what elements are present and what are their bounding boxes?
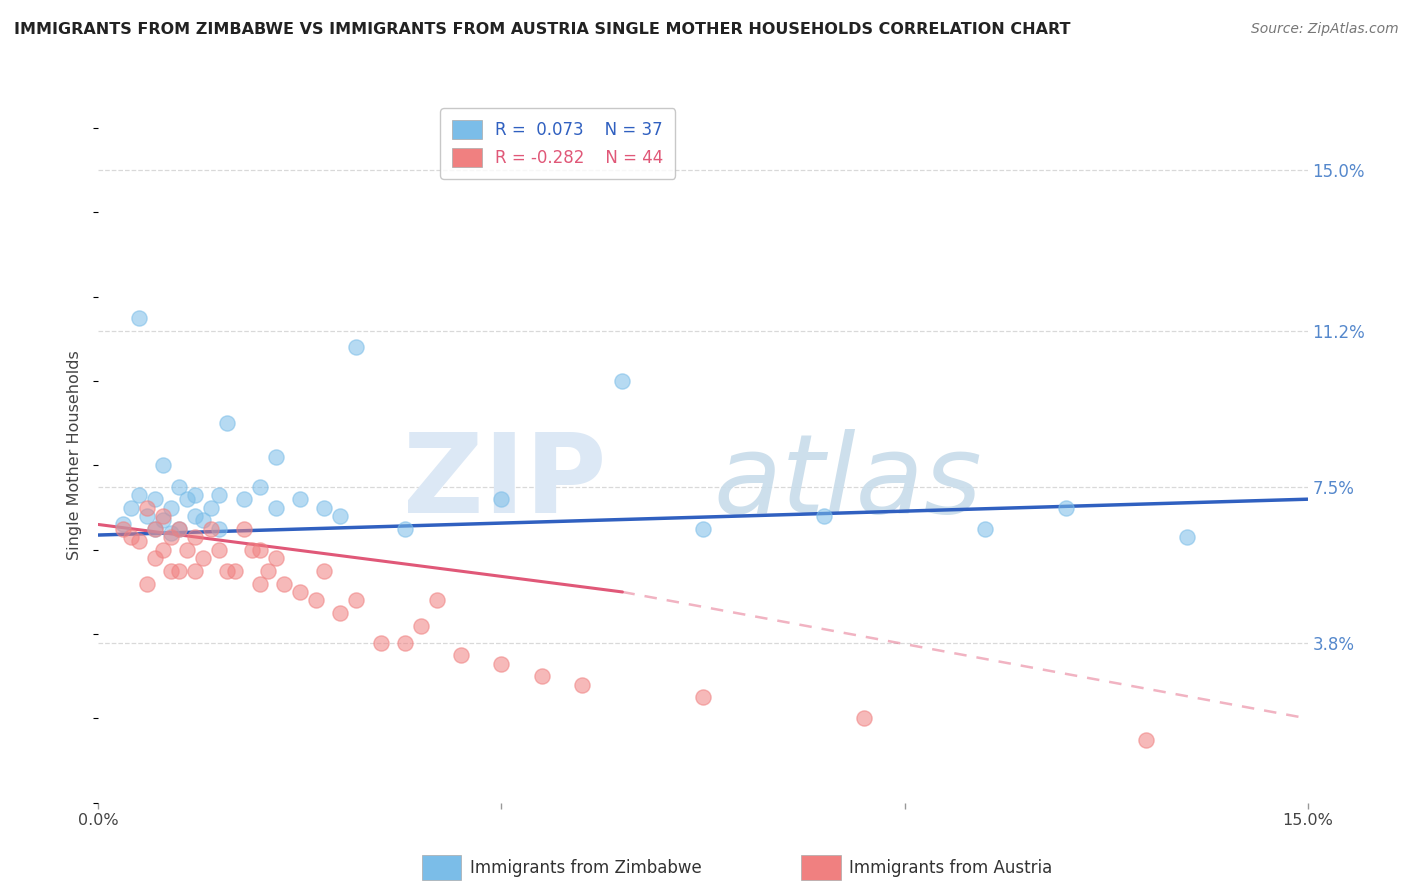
Point [160,500,183,515]
Point [152,513,174,527]
Point [120,530,142,544]
Point [160,564,183,578]
Point [974,522,997,536]
Point [256,564,278,578]
Point [200,500,222,515]
Legend: R =  0.073    N = 37, R = -0.282    N = 44: R = 0.073 N = 37, R = -0.282 N = 44 [440,109,675,178]
Point [217,417,239,431]
Point [160,530,183,544]
Point [176,492,198,507]
Point [167,522,190,536]
Point [152,458,174,473]
Point [160,525,183,540]
Point [344,593,367,607]
Point [217,564,239,578]
Point [111,517,134,532]
Point [249,479,271,493]
Point [208,522,231,536]
Point [1175,530,1198,544]
Point [344,340,367,354]
Point [264,551,287,566]
Point [249,576,271,591]
Point [135,500,157,515]
Point [612,374,634,388]
Point [409,618,432,632]
Point [314,564,336,578]
Point [1135,732,1157,747]
Point [224,564,246,578]
Point [273,576,295,591]
Point [370,635,392,649]
Point [143,522,166,536]
Point [264,500,287,515]
Point [184,509,207,524]
Text: ZIP: ZIP [404,429,606,536]
Point [329,606,352,620]
Point [193,551,215,566]
Point [240,542,263,557]
Point [450,648,472,663]
Point [530,669,553,683]
Point [167,564,190,578]
Point [288,585,311,599]
Point [167,522,190,536]
Point [853,711,876,725]
Point [184,488,207,502]
Point [249,542,271,557]
Point [426,593,449,607]
Point [111,522,134,536]
Point [184,564,207,578]
Point [491,657,513,671]
Point [692,690,714,705]
Point [571,678,593,692]
Point [120,500,142,515]
Text: Immigrants from Austria: Immigrants from Austria [849,859,1053,877]
Point [200,522,222,536]
Point [128,534,150,549]
Point [152,542,174,557]
Point [176,542,198,557]
Point [135,509,157,524]
Text: IMMIGRANTS FROM ZIMBABWE VS IMMIGRANTS FROM AUSTRIA SINGLE MOTHER HOUSEHOLDS COR: IMMIGRANTS FROM ZIMBABWE VS IMMIGRANTS F… [14,22,1070,37]
Point [208,488,231,502]
Point [491,492,513,507]
Point [288,492,311,507]
Point [264,450,287,464]
Point [143,492,166,507]
Point [329,509,352,524]
Point [135,576,157,591]
Y-axis label: Single Mother Households: Single Mother Households [67,350,83,560]
Point [152,509,174,524]
Text: atlas: atlas [714,429,983,536]
Point [1054,500,1077,515]
Point [305,593,328,607]
Point [193,513,215,527]
Point [232,492,254,507]
Point [143,522,166,536]
Point [167,479,190,493]
Point [394,522,416,536]
Text: Immigrants from Zimbabwe: Immigrants from Zimbabwe [470,859,702,877]
Point [128,488,150,502]
Point [184,530,207,544]
Point [314,500,336,515]
Point [208,542,231,557]
Point [128,310,150,325]
Point [394,635,416,649]
Point [143,551,166,566]
Point [232,522,254,536]
Text: Source: ZipAtlas.com: Source: ZipAtlas.com [1251,22,1399,37]
Point [692,522,714,536]
Point [813,509,835,524]
